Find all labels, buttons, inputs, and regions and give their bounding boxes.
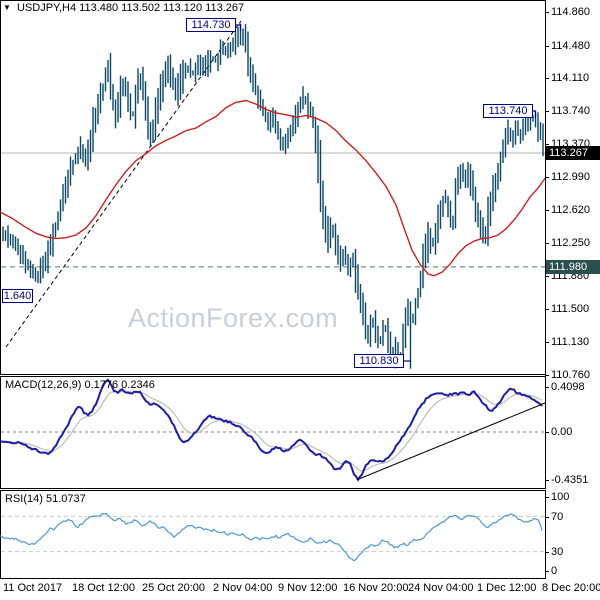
price-tick-label: 112.990 (545, 171, 590, 183)
time-label: 1 Dec 12:00 (477, 582, 537, 594)
time-label: 18 Oct 12:00 (72, 582, 135, 594)
macd-tick-label: 0.00 (544, 426, 573, 438)
moving-average-line (0, 99, 546, 277)
rsi-tick-label: 0 (544, 565, 558, 577)
time-label: 11 Oct 2017 (3, 582, 63, 594)
macd-panel-canvas[interactable] (0, 376, 546, 489)
ohlc-values: 113.480 113.502 113.120 113.267 (79, 2, 245, 14)
symbol-label: USDJPY,H4 (16, 2, 77, 14)
price-tick-label: 114.480 (545, 40, 590, 52)
price-tick-label: 111.130 (544, 336, 590, 348)
current-price-marker: 113.267 (546, 146, 600, 160)
price-tick-label: 113.740 (545, 105, 590, 117)
price-tick-label: 114.860 (545, 6, 590, 18)
price-tick-label: 112.620 (545, 204, 590, 216)
chart-title: ▼ USDJPY,H4 113.480 113.502 113.120 113.… (3, 2, 244, 14)
rsi-label: RSI(14) 51.0737 (5, 493, 86, 505)
price-annotation[interactable]: 114.730 (186, 18, 236, 32)
macd-main-line (0, 378, 543, 482)
annotation-connector (236, 24, 242, 31)
time-label: 8 Dec 20:00 (542, 582, 600, 594)
time-label: 9 Nov 12:00 (278, 582, 338, 594)
candles-layer (2, 23, 544, 369)
time-label: 24 Nov 04:00 (408, 582, 474, 594)
support-price-marker: 111.980 (546, 260, 600, 274)
watermark: ActionForex.com (128, 303, 339, 333)
rsi-tick-label: 100 (544, 491, 570, 503)
price-panel-canvas[interactable] (0, 0, 546, 375)
price-tick-label: 112.250 (545, 237, 590, 249)
rsi-tick-label: 30 (544, 546, 564, 558)
price-annotation[interactable]: 113.740 (483, 104, 533, 118)
price-panel-frame (0, 0, 546, 375)
macd-tick-label: 0.4098 (545, 381, 585, 393)
time-label: 25 Oct 20:00 (142, 582, 205, 594)
rsi-panel-canvas[interactable] (0, 490, 546, 579)
symbol-dropdown-icon[interactable]: ▼ (3, 3, 11, 12)
macd-label: MACD(12,26,9) 0.1776 0.2346 (5, 379, 155, 391)
macd-tick-label: -0.4351 (544, 474, 589, 486)
time-label: 2 Nov 04:00 (213, 582, 273, 594)
rsi-panel-frame (0, 490, 546, 579)
price-annotation[interactable]: 1.640 (2, 289, 33, 303)
annotation-connector (533, 110, 537, 118)
macd-signal-line (0, 390, 543, 472)
macd-trendline[interactable] (356, 402, 546, 481)
price-tick-label: 114.110 (544, 72, 590, 84)
rsi-line (0, 512, 543, 562)
time-label: 16 Nov 20:00 (343, 582, 409, 594)
price-trendline[interactable] (5, 20, 242, 348)
price-tick-label: 111.500 (544, 303, 590, 315)
price-tick-label: 110.760 (545, 369, 590, 381)
rsi-tick-label: 70 (544, 511, 564, 523)
price-annotation[interactable]: 110.830 (354, 354, 404, 368)
